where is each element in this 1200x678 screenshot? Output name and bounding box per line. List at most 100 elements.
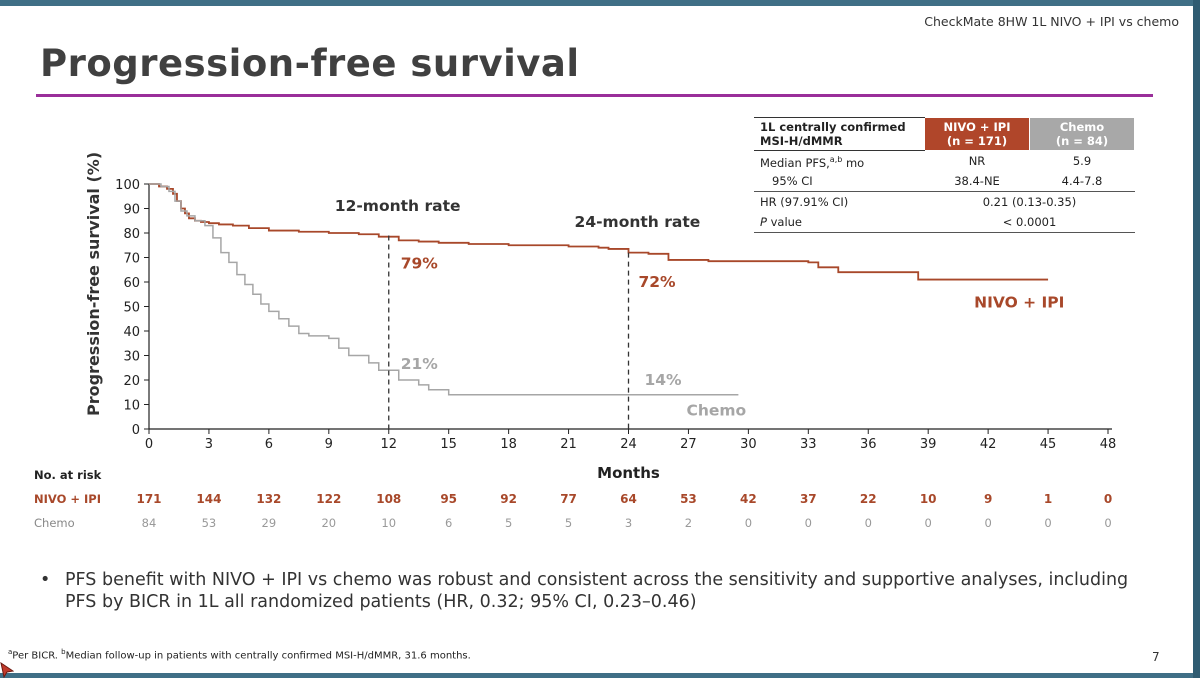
footnote-a-text: Per BICR. [12,650,62,662]
median-pfs-unit: mo [842,155,865,170]
ci-label: 95% CI [754,171,925,192]
footnote-b-text: Median follow-up in patients with centra… [65,650,471,662]
chemo-12-value: 21% [401,355,439,373]
ci-chemo: 4.4-7.8 [1029,171,1135,192]
table-header-nivo: NIVO + IPI (n = 171) [924,117,1030,151]
table-row: 95% CI 38.4-NE 4.4-7.8 [754,171,1135,192]
x-tick-label: 30 [740,437,757,452]
km-chart: 0 3 6 9 12 15 18 21 24 27 30 33 36 39 42 45 480102030405… [34,178,1116,530]
y-tick-label: 70 [123,252,140,267]
bullet-text: PFS benefit with NIVO + IPI vs chemo was… [65,570,1129,612]
ci-nivo: 38.4-NE [924,171,1030,192]
median-pfs-text: Median PFS, [760,155,830,170]
header-label-line2: MSI-H/dMMR [760,134,843,148]
risk-chemo-count: 0 [925,516,932,530]
risk-nivo-count: 92 [500,492,517,506]
nivo-header-line2: (n = 171) [946,134,1008,148]
page-title: Progression-free survival [40,42,580,85]
risk-chemo-count: 84 [142,516,157,530]
x-tick-label: 39 [920,437,937,452]
table-header-label: 1L centrally confirmed MSI-H/dMMR [754,117,925,151]
footnote: aPer BICR. bMedian follow-up in patients… [8,648,471,661]
chemo-header-line2: (n = 84) [1055,134,1109,148]
chemo-series-label: Chemo [686,402,746,420]
risk-chemo-count: 5 [505,516,512,530]
risk-chemo-count: 0 [984,516,991,530]
risk-nivo-count: 95 [440,492,457,506]
y-tick-label: 40 [123,325,140,340]
chemo-24-value: 14% [644,371,682,389]
risk-nivo-count: 10 [920,492,937,506]
page-number: 7 [1152,650,1160,664]
x-tick-label: 36 [860,437,877,452]
nivo-24-value: 72% [638,273,676,291]
risk-chemo-count: 6 [445,516,452,530]
risk-chemo-count: 10 [381,516,396,530]
x-tick-label: 45 [1040,437,1057,452]
y-tick-label: 90 [123,203,140,218]
risk-title: No. at risk [34,468,102,482]
median-pfs-label: Median PFS,a,b mo [754,151,925,172]
p-value: < 0.0001 [924,212,1135,233]
nivo-series-label: NIVO + IPI [974,294,1064,312]
p-label-text: value [766,215,803,229]
y-tick-label: 20 [123,374,140,389]
bullet-point: • PFS benefit with NIVO + IPI vs chemo w… [40,569,1150,613]
x-tick-label: 6 [265,437,273,452]
table-row: P value < 0.0001 [754,212,1135,233]
table-header-chemo: Chemo (n = 84) [1029,117,1135,151]
summary-table: 1L centrally confirmed MSI-H/dMMR NIVO +… [754,117,1135,233]
x-tick-label: 9 [325,437,333,452]
risk-nivo-count: 9 [984,492,992,506]
bullet-dot: • [40,570,51,590]
window-edge [1193,0,1200,678]
x-tick-label: 27 [680,437,697,452]
nivo-12-value: 79% [401,255,439,273]
risk-chemo-count: 20 [321,516,336,530]
p-italic: P [760,215,767,229]
nivo-header-line1: NIVO + IPI [943,120,1011,134]
risk-nivo-count: 22 [860,492,877,506]
risk-chemo-count: 0 [805,516,812,530]
hr-label: HR (97.91% CI) [760,195,849,209]
study-tag: CheckMate 8HW 1L NIVO + IPI vs chemo [924,14,1179,29]
risk-chemo-count: 29 [262,516,277,530]
risk-nivo-count: 171 [136,492,161,506]
risk-chemo-count: 0 [865,516,872,530]
curves [149,183,1049,396]
x-axis-label: Months [597,464,660,482]
y-tick-label: 100 [115,178,140,193]
risk-chemo-count: 0 [1104,516,1111,530]
y-tick-label: 30 [123,350,140,365]
slide: CheckMate 8HW 1L NIVO + IPI vs chemo Pro… [0,6,1193,673]
x-tick-label: 15 [440,437,457,452]
risk-nivo-count: 37 [800,492,817,506]
y-tick-label: 50 [123,301,140,316]
chemo-curve [149,183,739,396]
risk-nivo-count: 77 [560,492,577,506]
risk-nivo-count: 42 [740,492,757,506]
y-tick-label: 0 [132,423,140,438]
x-tick-label: 33 [800,437,817,452]
y-tick-label: 80 [123,227,140,242]
risk-nivo-count: 108 [376,492,401,506]
nivo-ipi-curve [149,183,1049,281]
x-tick-label: 0 [145,437,153,452]
risk-nivo-count: 132 [256,492,281,506]
table-header-row: 1L centrally confirmed MSI-H/dMMR NIVO +… [754,117,1135,151]
median-pfs-nivo: NR [968,154,986,168]
x-tick-label: 24 [620,437,637,452]
x-tick-label: 21 [560,437,577,452]
risk-nivo-count: 122 [316,492,341,506]
table-row: HR (97.91% CI) 0.21 (0.13-0.35) [754,192,1135,213]
rate-24-label: 24-month rate [575,213,701,231]
y-tick-label: 60 [123,276,140,291]
p-value-label: P value [754,212,925,233]
risk-nivo-count: 144 [196,492,221,506]
title-divider [36,94,1153,97]
annotations: 12-month rate 24-month rate 79% 72% 21% 14% NI… [335,197,1064,429]
rate-12-label: 12-month rate [335,197,461,215]
risk-chemo-count: 5 [565,516,572,530]
risk-nivo-count: 0 [1104,492,1112,506]
table-row: Median PFS,a,b mo NR 5.9 [754,151,1135,172]
